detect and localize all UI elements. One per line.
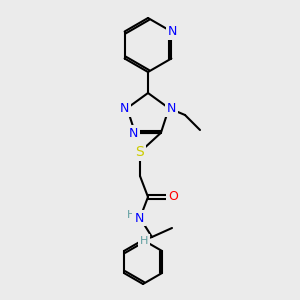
Text: H: H: [127, 210, 135, 220]
Text: N: N: [119, 102, 129, 115]
Text: N: N: [167, 102, 177, 115]
Text: S: S: [136, 145, 144, 159]
Text: N: N: [128, 127, 138, 140]
Text: N: N: [134, 212, 144, 224]
Text: H: H: [140, 236, 148, 246]
Text: O: O: [168, 190, 178, 203]
Text: N: N: [168, 25, 177, 38]
